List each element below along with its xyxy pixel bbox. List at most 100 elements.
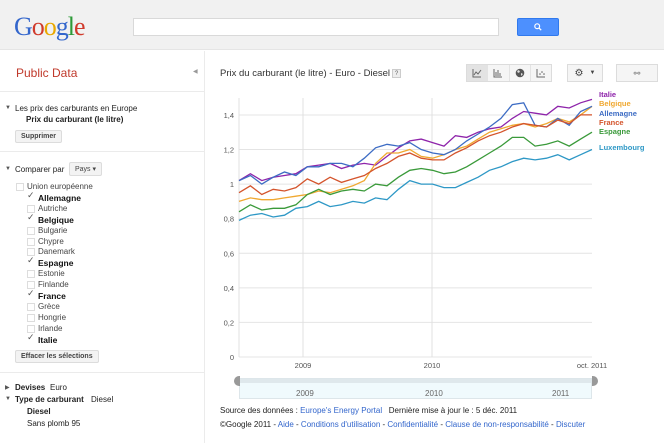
footer-link-discuss[interactable]: Discuter <box>555 420 586 429</box>
country-item[interactable]: France <box>38 291 66 301</box>
y-tick-label: 0,2 <box>224 318 234 327</box>
legend-label[interactable]: Espagne <box>599 127 630 136</box>
timeline-label: 2010 <box>425 389 443 398</box>
fuel-type-value: Diesel <box>91 395 114 404</box>
checkbox[interactable] <box>27 226 35 235</box>
help-icon[interactable]: ? <box>392 69 401 78</box>
legend-label[interactable]: Italie <box>599 90 616 99</box>
y-tick-label: 0,4 <box>224 284 234 293</box>
country-item[interactable]: Irlande <box>38 323 63 333</box>
y-tick-label: 0,6 <box>224 249 234 258</box>
x-tick-label: oct. 2011 <box>577 361 607 370</box>
scatter-chart-icon[interactable] <box>531 65 551 81</box>
country-item[interactable]: Bulgarie <box>38 225 68 235</box>
checkbox-checked[interactable]: ✓ <box>27 189 35 200</box>
source-info: Source des données : Europe's Energy Por… <box>220 406 518 415</box>
map-icon[interactable] <box>510 65 531 81</box>
footer-link-help[interactable]: Aide <box>277 420 294 429</box>
country-item[interactable]: Autriche <box>38 203 68 213</box>
fuel-option-diesel[interactable]: Diesel <box>27 407 51 416</box>
series-line-espagne[interactable] <box>238 131 593 213</box>
search-button[interactable] <box>517 18 559 36</box>
series-line-italie[interactable] <box>238 98 593 182</box>
checkbox[interactable] <box>27 281 35 290</box>
checkbox[interactable] <box>27 204 35 213</box>
chevron-down-icon: ▼ <box>589 70 596 76</box>
checkbox[interactable] <box>16 183 24 191</box>
country-item[interactable]: Belgique <box>38 214 74 225</box>
series-line-france[interactable] <box>238 114 592 196</box>
main-panel: Prix du carburant (le litre) - Euro - Di… <box>206 51 664 443</box>
fuel-option-sans-plomb-95[interactable]: Sans plomb 95 <box>27 419 81 428</box>
timeline-range[interactable]: 2009 2010 2011 <box>239 378 592 399</box>
google-logo[interactable]: Google <box>14 12 86 41</box>
y-tick-label: 0 <box>230 353 234 362</box>
checkbox[interactable] <box>27 302 35 311</box>
footer-link-privacy[interactable]: Confidentialité <box>387 420 439 429</box>
y-tick-label: 1,4 <box>224 111 234 120</box>
country-item[interactable]: Chypre <box>38 236 64 246</box>
legend-label[interactable]: Belgique <box>599 99 631 108</box>
checkbox[interactable] <box>27 237 35 246</box>
series-line-belgique[interactable] <box>238 105 593 203</box>
checkbox[interactable] <box>27 324 35 333</box>
y-tick-label: 0,8 <box>224 215 234 224</box>
currency-label[interactable]: Devises <box>15 383 46 392</box>
source-link[interactable]: Europe's Energy Portal <box>300 406 383 415</box>
compare-label: Comparer par <box>15 165 65 174</box>
footer-link-disclaimer[interactable]: Clause de non-responsabilité <box>445 420 549 429</box>
country-item[interactable]: Grèce <box>38 301 60 311</box>
checkbox[interactable] <box>27 313 35 322</box>
checkbox-checked[interactable]: ✓ <box>27 255 35 266</box>
y-tick-label: 1 <box>230 180 234 189</box>
country-item[interactable]: Espagne <box>38 258 74 269</box>
clear-selections-button[interactable]: Effacer les sélections <box>15 350 99 363</box>
legend-label[interactable]: Luxembourg <box>599 143 645 152</box>
country-item[interactable]: Danemark <box>38 247 75 257</box>
checkbox-checked[interactable]: ✓ <box>27 288 35 298</box>
series-line-allemagne[interactable] <box>238 102 593 185</box>
legend-label[interactable]: France <box>599 118 624 127</box>
expand-triangle-icon[interactable]: ▼ <box>5 105 11 111</box>
checkbox-checked[interactable]: ✓ <box>27 211 35 222</box>
legend-label[interactable]: Allemagne <box>599 109 637 118</box>
timeline-handle-right[interactable] <box>592 376 598 386</box>
timeline-label: 2009 <box>296 389 314 398</box>
chevron-down-icon: ▾ <box>92 166 97 173</box>
series-line-luxembourg[interactable] <box>238 148 593 221</box>
country-item[interactable]: Estonie <box>38 269 65 279</box>
dataset-metric: Prix du carburant (le litre) <box>26 115 124 124</box>
bar-chart-icon[interactable] <box>488 65 510 81</box>
search-icon <box>534 23 542 31</box>
checkbox[interactable] <box>27 270 35 279</box>
search-input[interactable] <box>133 18 499 36</box>
sidebar: Public Data ◀ ▼ Les prix des carburants … <box>0 51 205 443</box>
line-chart-icon[interactable] <box>467 65 489 81</box>
public-data-title[interactable]: Public Data <box>16 66 78 80</box>
country-item[interactable]: Hongrie <box>38 312 67 322</box>
chart-title: Prix du carburant (le litre) - Euro - Di… <box>220 68 390 79</box>
country-item[interactable]: Italie <box>38 334 58 345</box>
timeline-label: 2011 <box>552 389 570 398</box>
country-item[interactable]: Allemagne <box>38 192 81 203</box>
settings-button[interactable]: ⚙ ▼ <box>567 64 603 82</box>
footer-link-terms[interactable]: Conditions d'utilisation <box>300 420 381 429</box>
expand-triangle-icon[interactable]: ▼ <box>5 396 11 402</box>
link-button[interactable]: ⚯ <box>616 64 658 82</box>
currency-value: Euro <box>50 383 67 392</box>
checkbox-checked[interactable]: ✓ <box>27 331 35 342</box>
compare-dropdown[interactable]: Pays ▾ <box>69 162 103 176</box>
checkbox[interactable] <box>27 248 35 257</box>
timeline-handle-left[interactable] <box>234 376 240 386</box>
remove-button[interactable]: Supprimer <box>15 130 63 143</box>
dataset-parent[interactable]: Les prix des carburants en Europe <box>15 104 138 113</box>
expand-triangle-icon[interactable]: ▼ <box>5 166 11 172</box>
collapsed-triangle-icon[interactable]: ▶ <box>5 385 10 391</box>
footer: ©Google 2011 - Aide - Conditions d'utili… <box>220 420 586 429</box>
collapse-sidebar-icon[interactable]: ◀ <box>193 69 198 75</box>
fuel-type-label[interactable]: Type de carburant <box>15 395 84 404</box>
divider <box>0 372 205 373</box>
country-item[interactable]: Finlande <box>38 280 69 290</box>
country-item[interactable]: Union européenne <box>27 182 93 191</box>
